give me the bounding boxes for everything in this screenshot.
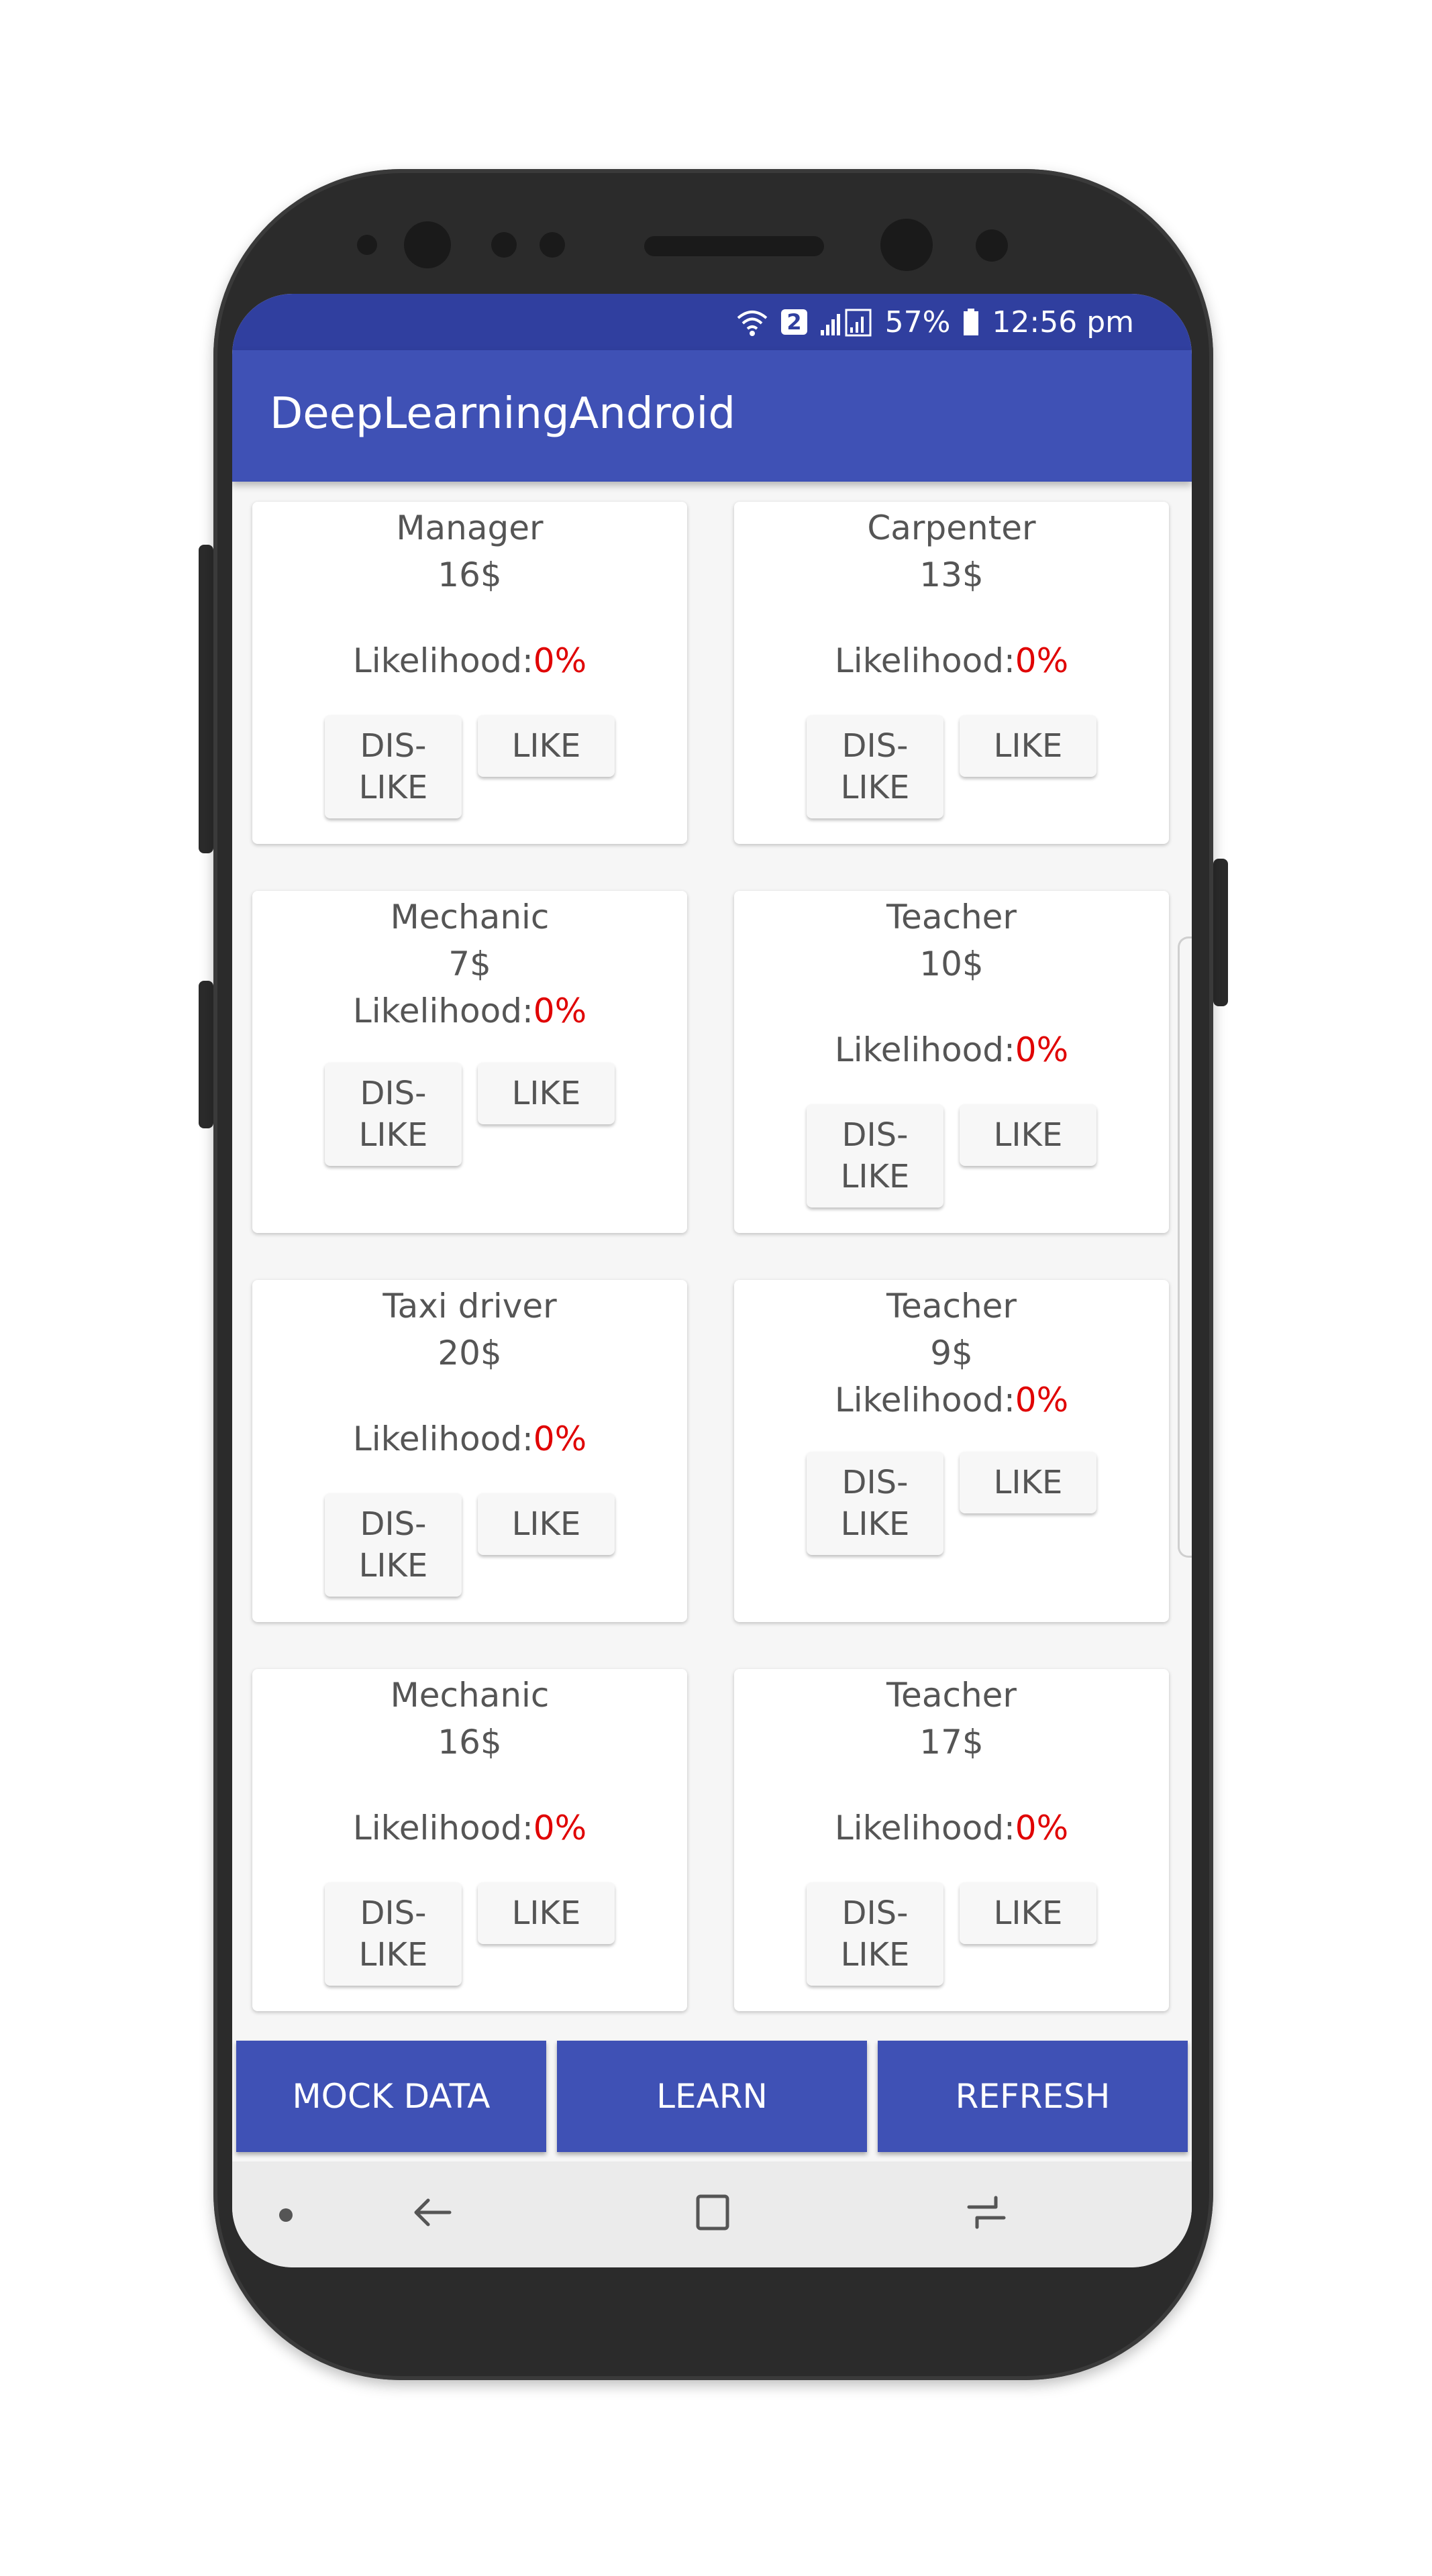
recent-apps-icon[interactable]	[966, 2192, 1007, 2233]
job-card: Teacher 10$ Likelihood:0% DIS- LIKE LIKE	[734, 891, 1169, 1233]
likelihood-value: 0%	[1015, 641, 1069, 680]
dislike-button[interactable]: DIS- LIKE	[325, 1063, 462, 1166]
likelihood-label: Likelihood:	[834, 1381, 1015, 1419]
action-bar: MOCK DATA LEARN REFRESH	[236, 2041, 1188, 2152]
mock-data-button[interactable]: MOCK DATA	[236, 2041, 546, 2152]
app-title: DeepLearningAndroid	[270, 389, 735, 439]
likelihood-label: Likelihood:	[834, 1030, 1015, 1069]
learn-button[interactable]: LEARN	[557, 2041, 867, 2152]
likelihood: Likelihood:0%	[252, 1419, 687, 1458]
like-button[interactable]: LIKE	[960, 1882, 1096, 1944]
clock: 12:56 pm	[992, 305, 1134, 339]
job-title: Mechanic	[390, 898, 550, 936]
battery-percent: 57%	[884, 305, 951, 339]
likelihood: Likelihood:0%	[734, 641, 1169, 680]
home-icon[interactable]	[694, 2192, 731, 2233]
dislike-button[interactable]: DIS- LIKE	[325, 1493, 462, 1597]
status-bar: 2 57% 12:56 pm	[232, 294, 1192, 350]
power-button	[1213, 859, 1228, 1006]
wifi-icon	[737, 311, 768, 336]
likelihood: Likelihood:0%	[734, 1809, 1169, 1847]
job-title: Teacher	[886, 1287, 1017, 1326]
like-button[interactable]: LIKE	[960, 715, 1096, 777]
signal-icon	[820, 309, 872, 337]
likelihood: Likelihood:0%	[734, 1030, 1169, 1069]
sensor-dot	[357, 235, 377, 255]
like-button[interactable]: LIKE	[960, 1452, 1096, 1513]
job-price: 16$	[438, 1723, 502, 1762]
job-card: Teacher 17$ Likelihood:0% DIS- LIKE LIKE	[734, 1669, 1169, 2011]
iris-scanner	[404, 221, 451, 268]
dislike-button[interactable]: DIS- LIKE	[807, 1104, 943, 1208]
dislike-button[interactable]: DIS- LIKE	[807, 715, 943, 818]
likelihood-value: 0%	[533, 641, 587, 680]
like-button[interactable]: LIKE	[478, 1063, 615, 1124]
job-card: Carpenter 13$ Likelihood:0% DIS- LIKE LIK…	[734, 502, 1169, 844]
card-grid: Manager 16$ Likelihood:0% DIS- LIKE LIKE …	[252, 502, 1192, 2045]
likelihood: Likelihood:0%	[734, 1381, 1169, 1419]
app-bar: DeepLearningAndroid	[232, 350, 1192, 482]
likelihood: Likelihood:0%	[252, 1809, 687, 1847]
job-price: 20$	[438, 1334, 502, 1373]
job-card: Manager 16$ Likelihood:0% DIS- LIKE LIKE	[252, 502, 687, 844]
dislike-button[interactable]: DIS- LIKE	[807, 1882, 943, 1986]
scrollbar[interactable]	[1178, 936, 1192, 1558]
job-price: 9$	[930, 1334, 973, 1373]
job-title: Teacher	[886, 1676, 1017, 1715]
earpiece-speaker	[644, 236, 824, 256]
sensor-dot	[491, 232, 517, 258]
likelihood-label: Likelihood:	[352, 641, 533, 680]
likelihood-value: 0%	[1015, 1381, 1069, 1419]
likelihood-value: 0%	[533, 991, 587, 1030]
job-price: 7$	[448, 945, 491, 983]
dislike-button[interactable]: DIS- LIKE	[807, 1452, 943, 1555]
sim-badge: 2	[781, 309, 807, 335]
likelihood-value: 0%	[1015, 1030, 1069, 1069]
job-card: Mechanic 16$ Likelihood:0% DIS- LIKE LIKE	[252, 1669, 687, 2011]
job-title: Taxi driver	[382, 1287, 557, 1326]
refresh-button[interactable]: REFRESH	[878, 2041, 1188, 2152]
job-title: Mechanic	[390, 1676, 550, 1715]
likelihood-label: Likelihood:	[834, 641, 1015, 680]
screen: 2 57% 12:56 pm DeepLearningAndroid	[232, 294, 1192, 2267]
job-title: Manager	[396, 508, 544, 547]
likelihood-label: Likelihood:	[352, 991, 533, 1030]
volume-up-button	[199, 545, 213, 853]
sensor-dot	[976, 229, 1008, 262]
dislike-button[interactable]: DIS- LIKE	[325, 715, 462, 818]
likelihood-label: Likelihood:	[352, 1419, 533, 1458]
likelihood-value: 0%	[533, 1809, 587, 1847]
job-title: Carpenter	[867, 508, 1036, 547]
job-card: Taxi driver 20$ Likelihood:0% DIS- LIKE L…	[252, 1280, 687, 1622]
nav-dot-icon[interactable]	[279, 2208, 293, 2222]
likelihood-label: Likelihood:	[352, 1809, 533, 1847]
likelihood: Likelihood:0%	[252, 991, 687, 1030]
job-card: Mechanic 7$ Likelihood:0% DIS- LIKE LIKE	[252, 891, 687, 1233]
job-price: 17$	[919, 1723, 984, 1762]
job-price: 10$	[919, 945, 984, 983]
navigation-bar	[232, 2161, 1192, 2267]
job-card: Teacher 9$ Likelihood:0% DIS- LIKE LIKE	[734, 1280, 1169, 1622]
battery-icon	[964, 309, 979, 335]
likelihood-value: 0%	[1015, 1809, 1069, 1847]
job-price: 13$	[919, 555, 984, 594]
like-button[interactable]: LIKE	[960, 1104, 1096, 1166]
back-icon[interactable]	[412, 2192, 452, 2233]
likelihood: Likelihood:0%	[252, 641, 687, 680]
front-camera	[880, 219, 933, 271]
job-price: 16$	[438, 555, 502, 594]
likelihood-value: 0%	[533, 1419, 587, 1458]
dislike-button[interactable]: DIS- LIKE	[325, 1882, 462, 1986]
like-button[interactable]: LIKE	[478, 1493, 615, 1555]
likelihood-label: Likelihood:	[834, 1809, 1015, 1847]
like-button[interactable]: LIKE	[478, 1882, 615, 1944]
bixby-button	[199, 981, 213, 1128]
job-title: Teacher	[886, 898, 1017, 936]
like-button[interactable]: LIKE	[478, 715, 615, 777]
sensor-dot	[540, 232, 565, 258]
